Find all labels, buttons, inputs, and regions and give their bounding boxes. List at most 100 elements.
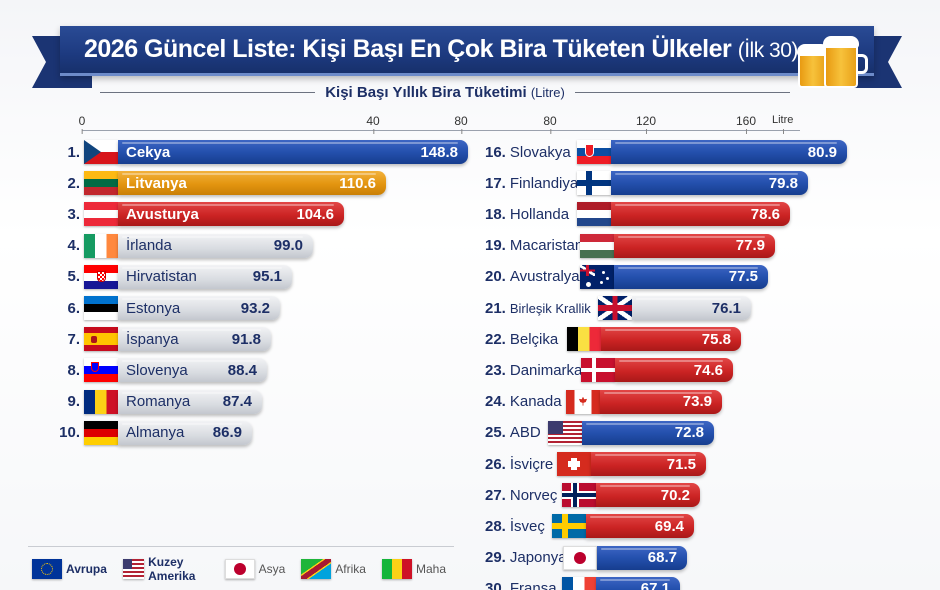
flag-jp-icon: [224, 558, 255, 579]
ranking-row: 3. Avusturya 104.6: [50, 201, 344, 227]
country-name: İspanya: [126, 330, 179, 348]
value-label: 80.9: [807, 143, 837, 161]
country-name: Macaristan: [509, 237, 584, 255]
value-bar: Hirvatistan 95.1: [118, 264, 292, 289]
country-name: Fransa: [509, 580, 557, 590]
axis-tick-label: 0: [78, 114, 86, 134]
flag-fi-icon: [577, 171, 611, 196]
value-bar: 68.7: [597, 545, 687, 570]
value-label: 88.4: [227, 361, 257, 379]
value-bar: Estonya 93.2: [118, 296, 280, 320]
row-label: 25. ABD: [485, 424, 548, 441]
country-name: Belçika: [509, 330, 559, 348]
value-label: 91.8: [231, 330, 261, 348]
value-bar: Litvanya 110.6: [118, 171, 386, 196]
value-bar: Slovenya 88.4: [118, 358, 267, 383]
country-name: Finlandiya: [509, 174, 579, 192]
value-label: 87.4: [222, 393, 252, 411]
flag-ca-icon: [566, 389, 600, 414]
rank-label: 6.: [67, 299, 80, 317]
legend-label: Asya: [258, 561, 286, 576]
ranking-row: 24. Kanada 73.9: [485, 389, 722, 415]
country-name: Hirvatistan: [126, 268, 197, 286]
rank-label: 5.: [67, 268, 80, 286]
rank-label: 27.: [485, 486, 506, 504]
value-label: 148.8: [420, 143, 458, 161]
value-label: 93.2: [240, 299, 270, 317]
country-name: Slovakya: [509, 143, 571, 161]
value-bar: İrlanda 99.0: [118, 233, 313, 258]
beer-mug-icon: [823, 36, 868, 88]
value-label: 104.6: [296, 205, 334, 223]
axis-tick-label: 80: [454, 114, 468, 134]
flag-dk-icon: [581, 358, 615, 383]
ranking-row: 20. Avustralya 77.5: [485, 264, 768, 290]
value-label: 99.0: [273, 237, 303, 255]
flag-si-icon: [84, 358, 118, 383]
value-label: 68.7: [647, 549, 677, 567]
country-name: Kanada: [509, 393, 562, 411]
divider: [100, 92, 316, 93]
legend-item: Afrika: [301, 558, 366, 579]
flag-ro-icon: [84, 389, 118, 414]
flag-nl-icon: [577, 202, 611, 227]
ranking-row: 1. Cekya 148.8: [50, 139, 468, 165]
value-label: 69.4: [654, 517, 684, 535]
country-name: Almanya: [126, 424, 185, 442]
value-bar: İspanya 91.8: [118, 327, 271, 352]
value-label: 77.9: [735, 237, 765, 255]
row-label: 18. Hollanda: [485, 206, 577, 223]
legend-label: Afrika: [335, 561, 366, 576]
country-name: İrlanda: [126, 237, 172, 255]
ranking-row: 5. Hirvatistan 95.1: [50, 264, 292, 290]
rank-label: 2.: [67, 174, 80, 192]
title-text: 2026 Güncel Liste: Kişi Başı En Çok Bira…: [84, 35, 732, 63]
row-label: 17. Finlandiya: [485, 174, 579, 192]
flag-eu-icon: [32, 558, 62, 579]
rank-label: 24.: [485, 393, 506, 411]
banner: 2026 Güncel Liste: Kişi Başı En Çok Bira…: [60, 26, 874, 76]
ranking-row: 23. Danimarka 74.6: [485, 357, 733, 383]
rank-label: 28.: [485, 517, 506, 535]
subtitle-row: Kişi Başı Yıllık Bira Tüketimi (Litre): [100, 84, 790, 101]
flag-no-icon: [562, 483, 596, 508]
flag-se-icon: [552, 514, 586, 539]
ranking-row: 27. Norveç 70.2: [485, 482, 700, 508]
value-bar: 67.1: [596, 576, 680, 590]
axis-tick-label: 80: [543, 114, 557, 134]
ranking-row: 22. Belçika 75.8: [485, 326, 741, 352]
value-bar: Cekya 148.8: [118, 140, 468, 164]
value-label: 71.5: [666, 455, 696, 473]
ranking-row: 28. İsveç 69.4: [485, 513, 694, 539]
legend-item: Avrupa: [32, 558, 107, 579]
row-label: 30. Fransa: [485, 580, 562, 590]
rank-label: 16.: [485, 143, 506, 161]
row-label: 21. Birleşik Krallik: [485, 300, 598, 317]
flag-uk-icon: [598, 296, 632, 320]
legend-item: Asya: [224, 558, 286, 579]
ranking-row: 25. ABD 72.8: [485, 420, 714, 446]
divider: [574, 92, 790, 93]
value-bar: 78.6: [611, 202, 790, 227]
flag-us-icon: [122, 558, 145, 579]
subtitle-text: Kişi Başı Yıllık Bira Tüketimi: [325, 84, 527, 101]
ranking-row: 18. Hollanda 78.6: [485, 201, 790, 227]
ranking-row: 4. İrlanda 99.0: [50, 233, 313, 259]
ranking-row: 6. Estonya 93.2: [50, 295, 280, 321]
axis-line: [82, 130, 800, 131]
flag-lt-icon: [84, 171, 118, 196]
value-bar: 80.9: [611, 140, 847, 164]
ranking-row: 29. Japonya 68.7: [485, 545, 687, 571]
axis-tick-label: 120: [635, 114, 657, 134]
rank-label: 10.: [59, 424, 80, 442]
flag-tz-icon: [301, 558, 332, 579]
rank-label: 18.: [485, 205, 506, 223]
row-label: 24. Kanada: [485, 393, 566, 410]
x-axis: 0 40 80 80 120 160 Litre: [78, 114, 800, 134]
country-name: Avusturya: [126, 205, 199, 223]
value-bar: Almanya 86.9: [118, 420, 252, 445]
legend-label: Maha: [415, 561, 446, 576]
legend-label: Kuzey Amerika: [148, 554, 196, 583]
rank-label: 20.: [485, 268, 506, 286]
flag-cz-icon: [84, 140, 118, 164]
